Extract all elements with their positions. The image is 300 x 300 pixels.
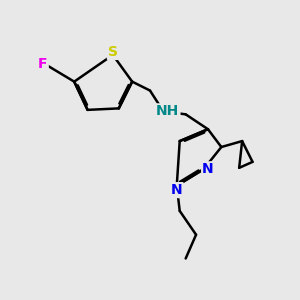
Text: NH: NH [156,104,179,118]
Text: N: N [171,183,183,197]
Text: N: N [202,162,214,176]
Text: F: F [38,57,48,71]
Text: S: S [108,45,118,59]
